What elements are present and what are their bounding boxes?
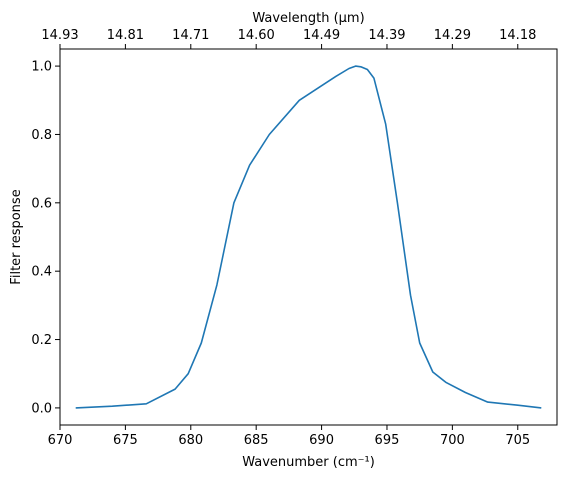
y-tick-label: 0.8 (31, 128, 52, 143)
y-tick-label: 0.4 (31, 265, 52, 280)
x-tick-label: 685 (244, 433, 269, 448)
x-tick-label: 680 (178, 433, 203, 448)
y-axis-ticks: 0.0 0.2 0.4 0.6 0.8 1.0 (31, 60, 60, 416)
x-tick-label: 705 (505, 433, 530, 448)
y-tick-label: 1.0 (31, 60, 52, 75)
y-tick-label: 0.2 (31, 333, 52, 348)
top-tick-label: 14.49 (303, 28, 340, 43)
top-tick-label: 14.71 (172, 28, 209, 43)
y-tick-label: 0.6 (31, 196, 52, 211)
top-tick-label: 14.93 (41, 28, 78, 43)
plot-frame (59, 48, 558, 426)
x-axis-ticks: 670 675 680 685 690 695 700 705 (48, 425, 530, 448)
x-tick-label: 690 (309, 433, 334, 448)
y-axis-label: Filter response (9, 189, 24, 284)
top-tick-label: 14.29 (434, 28, 471, 43)
top-tick-label: 14.81 (107, 28, 144, 43)
x-axis-label: Wavenumber (cm⁻¹) (242, 455, 375, 470)
series-line (75, 65, 542, 409)
top-tick-label: 14.18 (499, 28, 536, 43)
top-tick-label: 14.60 (238, 28, 275, 43)
x-tick-label: 700 (440, 433, 465, 448)
top-tick-label: 14.39 (368, 28, 405, 43)
top-axis-label: Wavelength (μm) (252, 11, 364, 26)
y-tick-label: 0.0 (31, 401, 52, 416)
top-axis-ticks: 14.93 14.81 14.71 14.60 14.49 14.39 14.29 14.18 (41, 28, 536, 49)
x-tick-label: 695 (375, 433, 400, 448)
x-tick-label: 670 (48, 433, 73, 448)
x-tick-label: 675 (113, 433, 138, 448)
